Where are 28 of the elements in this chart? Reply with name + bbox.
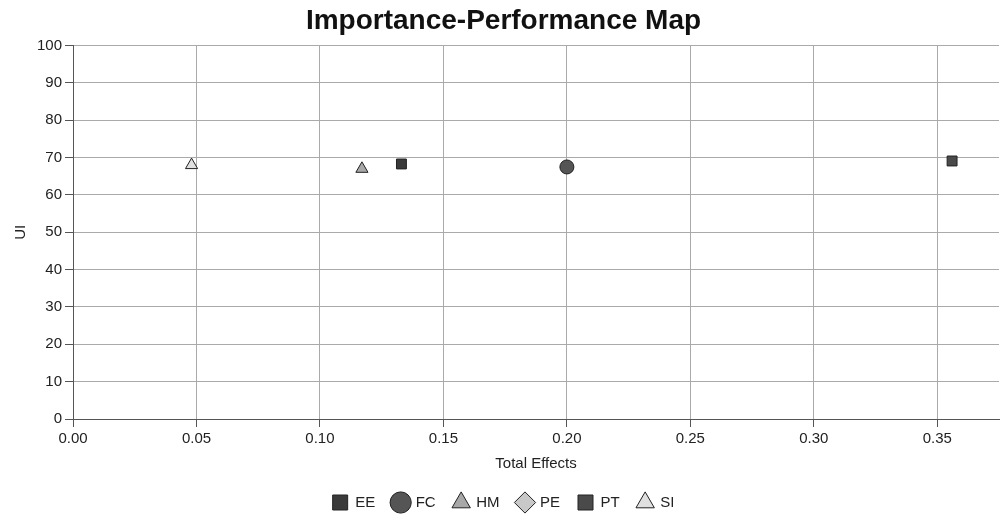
y-tick-label: 30 <box>45 297 63 315</box>
legend-label: EE <box>355 492 376 510</box>
y-tick-label: 70 <box>45 147 63 165</box>
y-tick-label: 40 <box>45 259 63 277</box>
y-tick-label: 50 <box>45 222 63 240</box>
x-tick-label: 0.05 <box>181 429 212 447</box>
y-tick-label: 10 <box>45 371 63 389</box>
x-axis-title: Total Effects <box>495 454 577 472</box>
y-tick-label: 90 <box>45 73 63 91</box>
legend-label: HM <box>476 492 500 510</box>
y-tick-label: 0 <box>53 409 63 427</box>
x-tick-label: 0.25 <box>675 429 705 447</box>
x-tick-label: 0.20 <box>552 429 582 447</box>
legend-label: PT <box>600 492 620 510</box>
y-tick-label: 80 <box>45 110 63 128</box>
x-tick-label: 0.30 <box>799 429 829 447</box>
x-tick-label: 0.00 <box>58 429 88 447</box>
x-tick-label: 0.15 <box>428 429 459 447</box>
legend-label: FC <box>415 492 436 510</box>
legend-label: PE <box>539 492 561 510</box>
chart-title: Importance-Performance Map <box>305 3 702 35</box>
y-tick-label: 100 <box>37 35 63 53</box>
y-tick-label: 20 <box>45 334 63 352</box>
y-axis-title: UI <box>11 224 29 240</box>
x-tick-label: 0.35 <box>922 429 952 447</box>
x-tick-label: 0.10 <box>305 429 335 447</box>
legend-label: SI <box>660 492 675 510</box>
y-tick-label: 60 <box>45 185 63 203</box>
